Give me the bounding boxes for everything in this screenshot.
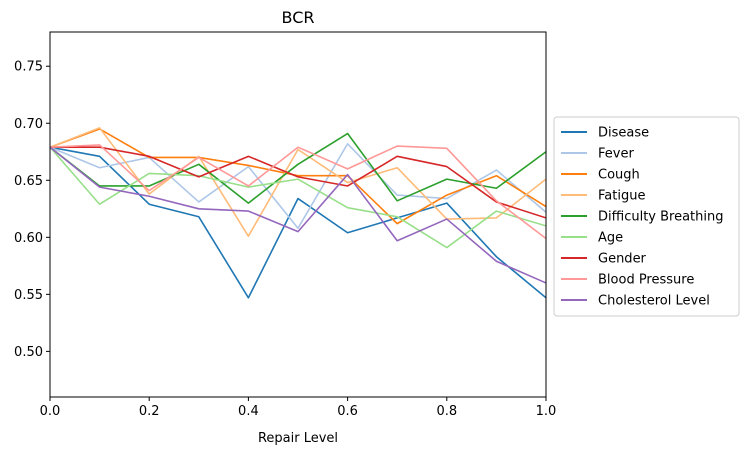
legend: Disease Fever Cough Fatigue Difficulty Breat… [553, 116, 740, 317]
legend-label: Disease [598, 126, 649, 141]
legend-label: Cholesterol Level [598, 294, 710, 309]
series-line-fatigue [50, 127, 546, 237]
series-line-age [50, 146, 546, 249]
legend-label: Cough [598, 168, 640, 183]
legend-label: Fatigue [598, 189, 645, 204]
y-tick-label: 0.75 [14, 60, 43, 75]
x-tick-label: 0.6 [337, 404, 358, 419]
x-axis-label: Repair Level [258, 431, 338, 446]
x-tick-label: 0.4 [238, 404, 259, 419]
y-tick-label: 0.70 [14, 117, 43, 132]
series-line-gender [50, 146, 546, 219]
legend-label: Blood Pressure [598, 273, 694, 288]
legend-label: Difficulty Breathing [598, 210, 724, 225]
x-tick-label: 0.8 [436, 404, 457, 419]
chart-title: BCR [282, 8, 315, 27]
legend-label: Gender [598, 252, 647, 267]
y-tick-label: 0.60 [14, 231, 43, 246]
plot-area [50, 127, 546, 299]
series-line-blood-pressure [50, 144, 546, 240]
series-line-disease [50, 146, 546, 299]
x-tick-label: 0.2 [139, 404, 160, 419]
legend-label: Fever [598, 147, 634, 162]
x-tick-label: 0.0 [40, 404, 61, 419]
legend-box [553, 116, 740, 317]
y-tick-label: 0.50 [14, 345, 43, 360]
x-tick-label: 1.0 [536, 404, 557, 419]
series-line-cholesterol-level [50, 146, 546, 284]
series-line-cough [50, 128, 546, 225]
y-axis: 0.50 0.55 0.60 0.65 0.70 0.75 [14, 60, 50, 360]
axes-frame [49, 31, 547, 398]
series-line-difficulty-breathing [50, 132, 546, 204]
x-axis: 0.0 0.2 0.4 0.6 0.8 1.0 [40, 397, 557, 419]
y-tick-label: 0.65 [14, 174, 43, 189]
y-tick-label: 0.55 [14, 288, 43, 303]
legend-label: Age [598, 231, 623, 246]
